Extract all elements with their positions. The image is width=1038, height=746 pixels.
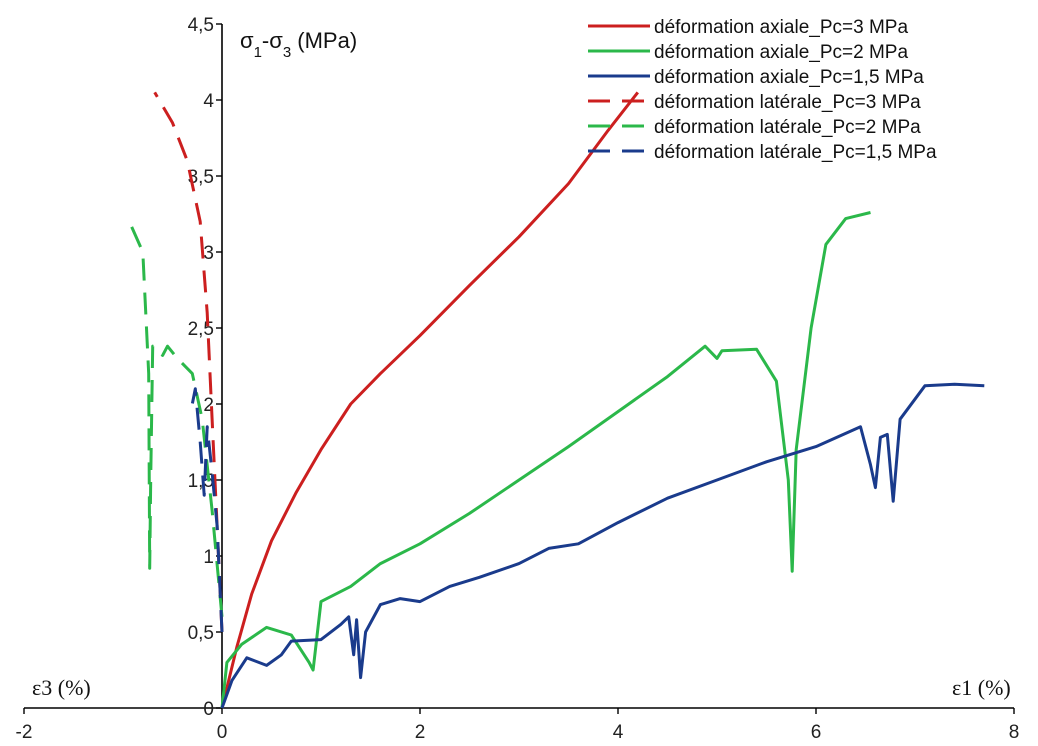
x-tick-label: 6 xyxy=(811,722,822,743)
legend-label-6: déformation latérale_Pc=1,5 MPa xyxy=(654,142,937,163)
x-tick-label: 4 xyxy=(613,722,624,743)
axes xyxy=(24,24,1014,709)
legend: déformation axiale_Pc=3 MPa déformation a… xyxy=(588,17,937,163)
legend-label-3: déformation axiale_Pc=1,5 MPa xyxy=(654,67,924,88)
y-tick-label: 1 xyxy=(203,547,214,568)
legend-label-5: déformation latérale_Pc=2 MPa xyxy=(654,117,921,138)
y-tick-label: 3,5 xyxy=(188,167,214,188)
y-axis-label: σ1-σ3 (MPa) xyxy=(240,28,357,61)
y-tick-label: 0,5 xyxy=(188,623,214,644)
tick-labels: -2 0 2 4 6 8 0 0,5 1 1,5 2 2,5 3 3,5 4 4,5 xyxy=(16,15,1020,743)
y-tick-label: 2,5 xyxy=(188,319,214,340)
x-tick-label: 8 xyxy=(1009,722,1020,743)
series-line-1 xyxy=(220,91,639,709)
series-line-3 xyxy=(220,382,985,709)
x-tick-label: -2 xyxy=(16,722,33,743)
series-line-2 xyxy=(220,211,871,709)
x-tick-label: 2 xyxy=(415,722,426,743)
y-tick-label: 4 xyxy=(203,91,214,112)
series-line-6 xyxy=(190,387,224,633)
y-tick-label: 1,5 xyxy=(188,471,214,492)
x-axis-label-right: ε1 (%) xyxy=(952,675,1011,700)
legend-label-2: déformation axiale_Pc=2 MPa xyxy=(654,42,908,63)
series-group xyxy=(126,91,985,709)
legend-label-1: déformation axiale_Pc=3 MPa xyxy=(654,17,908,38)
y-tick-label: 0 xyxy=(203,699,214,720)
x-axis-label-left: ε3 (%) xyxy=(32,675,91,700)
x-tick-label: 0 xyxy=(217,722,228,743)
y-tick-label: 4,5 xyxy=(188,15,214,36)
y-tick-label: 3 xyxy=(203,243,214,264)
legend-label-4: déformation latérale_Pc=3 MPa xyxy=(654,92,921,113)
y-tick-label: 2 xyxy=(203,395,214,416)
series-line-5 xyxy=(126,217,224,617)
